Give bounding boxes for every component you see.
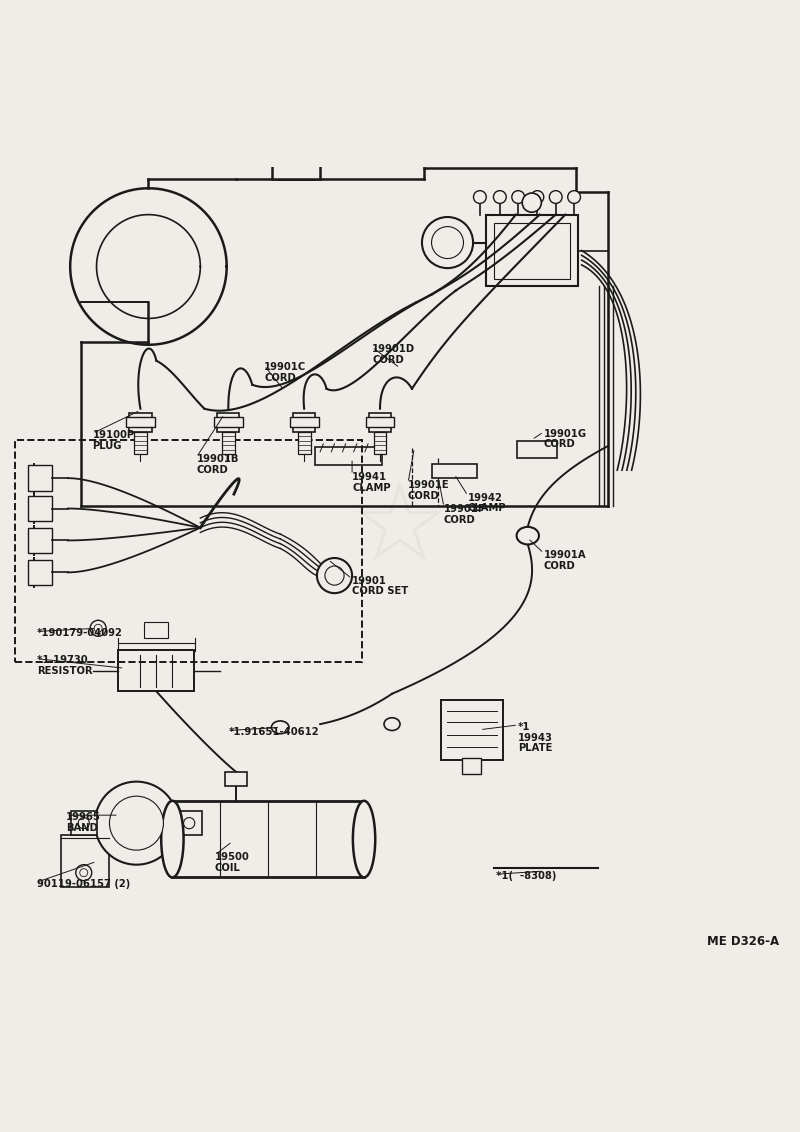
Text: 19500
COIL: 19500 COIL [214, 852, 250, 873]
Circle shape [95, 781, 178, 865]
Bar [432, 464, 477, 478]
Ellipse shape [353, 800, 375, 877]
Circle shape [422, 217, 473, 268]
Circle shape [550, 190, 562, 204]
Bar [298, 431, 310, 454]
Ellipse shape [271, 721, 289, 734]
Circle shape [317, 558, 352, 593]
Circle shape [183, 817, 194, 829]
Circle shape [325, 566, 344, 585]
Bar [28, 465, 52, 491]
Text: 19901D
CORD: 19901D CORD [372, 344, 415, 365]
Bar [176, 812, 202, 835]
Bar [130, 413, 152, 431]
Bar [290, 418, 318, 427]
Bar [494, 223, 570, 278]
Bar [126, 418, 155, 427]
Bar [214, 418, 242, 427]
Circle shape [76, 865, 92, 881]
Bar [217, 413, 239, 431]
Circle shape [494, 190, 506, 204]
Bar [486, 215, 578, 286]
Text: 19901G
CORD: 19901G CORD [544, 429, 587, 449]
Text: 19901B
CORD: 19901B CORD [196, 454, 238, 475]
Ellipse shape [384, 718, 400, 730]
Bar [28, 496, 52, 521]
Text: 19901C
CORD: 19901C CORD [264, 362, 306, 383]
Bar [462, 758, 482, 774]
Text: 19901A
CORD: 19901A CORD [544, 550, 586, 571]
Bar [15, 440, 362, 662]
Bar [28, 559, 52, 585]
Circle shape [90, 620, 106, 636]
Bar [293, 413, 315, 431]
Bar [61, 835, 109, 887]
Bar [28, 528, 52, 554]
Text: 90119-06157 (2): 90119-06157 (2) [37, 880, 130, 889]
Circle shape [531, 190, 544, 204]
Text: 19965
BAND: 19965 BAND [66, 812, 101, 833]
Circle shape [474, 190, 486, 204]
Text: *190179-04092: *190179-04092 [37, 628, 122, 638]
Circle shape [512, 190, 525, 204]
Bar [71, 812, 97, 835]
Bar [518, 440, 558, 458]
Text: 19942
CLAMP: 19942 CLAMP [468, 492, 506, 513]
Text: *1 19730
RESISTOR: *1 19730 RESISTOR [37, 655, 92, 676]
Bar [222, 431, 234, 454]
Text: 19901E
CORD: 19901E CORD [408, 480, 450, 500]
Ellipse shape [162, 800, 183, 877]
Text: ☆: ☆ [350, 477, 450, 584]
Text: *1(  -8308): *1( -8308) [496, 871, 556, 881]
Text: 19901
CORD SET: 19901 CORD SET [352, 575, 408, 597]
Bar [314, 447, 382, 464]
Bar [374, 431, 386, 454]
Text: 19100P
PLUG: 19100P PLUG [93, 430, 134, 451]
Bar [134, 431, 147, 454]
Bar [272, 155, 320, 179]
Ellipse shape [517, 526, 539, 544]
Circle shape [522, 194, 542, 212]
Text: *1.91651-40612: *1.91651-40612 [228, 728, 319, 737]
Text: ME D326-A: ME D326-A [707, 935, 779, 947]
Circle shape [431, 226, 463, 258]
Circle shape [110, 796, 163, 850]
Circle shape [80, 868, 88, 876]
Text: 19901F
CORD: 19901F CORD [444, 504, 486, 524]
Bar [441, 700, 503, 760]
Circle shape [568, 190, 581, 204]
Text: 19941
CLAMP: 19941 CLAMP [352, 472, 390, 492]
Circle shape [78, 817, 90, 829]
Bar [118, 650, 194, 692]
Bar [225, 772, 247, 787]
Bar [145, 621, 169, 637]
Circle shape [94, 625, 102, 633]
Bar [266, 140, 326, 155]
Bar [172, 800, 364, 877]
Bar [369, 413, 391, 431]
Text: *1
19943
PLATE: *1 19943 PLATE [518, 722, 553, 753]
Bar [366, 418, 394, 427]
